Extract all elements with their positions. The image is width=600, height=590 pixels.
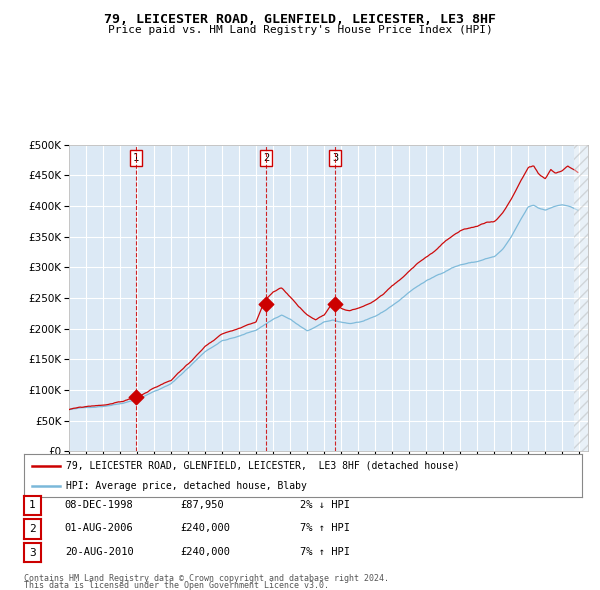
Text: 08-DEC-1998: 08-DEC-1998 bbox=[65, 500, 134, 510]
Text: 2% ↓ HPI: 2% ↓ HPI bbox=[300, 500, 350, 510]
Text: This data is licensed under the Open Government Licence v3.0.: This data is licensed under the Open Gov… bbox=[24, 581, 329, 590]
Bar bbox=[574, 145, 588, 451]
Text: 3: 3 bbox=[29, 548, 36, 558]
Text: 2: 2 bbox=[263, 153, 269, 163]
Point bbox=[131, 393, 140, 402]
Text: £240,000: £240,000 bbox=[180, 523, 230, 533]
Text: 20-AUG-2010: 20-AUG-2010 bbox=[65, 547, 134, 557]
Point bbox=[330, 299, 340, 309]
Text: £87,950: £87,950 bbox=[180, 500, 224, 510]
Text: £240,000: £240,000 bbox=[180, 547, 230, 557]
Text: Price paid vs. HM Land Registry's House Price Index (HPI): Price paid vs. HM Land Registry's House … bbox=[107, 25, 493, 35]
Text: 3: 3 bbox=[332, 153, 338, 163]
Text: 01-AUG-2006: 01-AUG-2006 bbox=[65, 523, 134, 533]
Text: 1: 1 bbox=[133, 153, 139, 163]
Text: 2: 2 bbox=[29, 524, 36, 534]
Text: 79, LEICESTER ROAD, GLENFIELD, LEICESTER, LE3 8HF: 79, LEICESTER ROAD, GLENFIELD, LEICESTER… bbox=[104, 13, 496, 26]
Point bbox=[261, 299, 271, 309]
Text: Contains HM Land Registry data © Crown copyright and database right 2024.: Contains HM Land Registry data © Crown c… bbox=[24, 573, 389, 583]
Text: 79, LEICESTER ROAD, GLENFIELD, LEICESTER,  LE3 8HF (detached house): 79, LEICESTER ROAD, GLENFIELD, LEICESTER… bbox=[66, 461, 460, 471]
Text: 1: 1 bbox=[29, 500, 36, 510]
Text: HPI: Average price, detached house, Blaby: HPI: Average price, detached house, Blab… bbox=[66, 481, 307, 491]
Text: 7% ↑ HPI: 7% ↑ HPI bbox=[300, 547, 350, 557]
Text: 7% ↑ HPI: 7% ↑ HPI bbox=[300, 523, 350, 533]
